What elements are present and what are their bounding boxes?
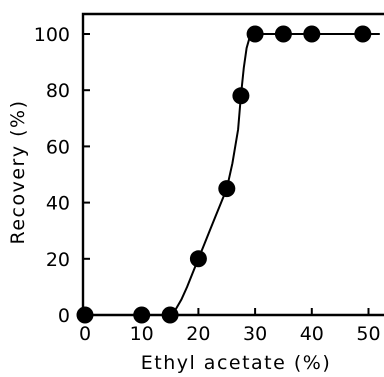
- x-tick-label: 30: [243, 323, 267, 345]
- y-tick-label: 60: [46, 136, 70, 158]
- y-tick-label: 100: [34, 24, 70, 46]
- data-point: [218, 180, 236, 198]
- x-axis-label: Ethyl acetate (%): [141, 352, 332, 374]
- axis-ticks: [83, 33, 370, 316]
- y-tick-label: 40: [46, 193, 70, 215]
- x-tick-label: 40: [300, 323, 324, 345]
- fitted-curve: [85, 33, 380, 316]
- data-point: [246, 25, 264, 43]
- y-tick-labels: 0 20 40 60 80 100: [34, 24, 70, 327]
- x-tick-labels: 0 10 20 30 40 50: [79, 323, 381, 345]
- x-tick-label: 20: [186, 323, 210, 345]
- y-tick-label: 20: [46, 249, 70, 271]
- data-point: [274, 25, 292, 43]
- y-tick-label: 80: [46, 80, 70, 102]
- data-point: [161, 306, 179, 324]
- data-point: [189, 250, 207, 268]
- x-tick-label: 0: [79, 323, 91, 345]
- data-point: [76, 306, 94, 324]
- y-axis-label: Recovery (%): [7, 99, 29, 244]
- y-tick-label: 0: [58, 305, 70, 327]
- data-point: [303, 25, 321, 43]
- plot-axes: [81, 12, 384, 317]
- data-point: [133, 306, 151, 324]
- plot-frame: [81, 12, 384, 315]
- data-points: [76, 25, 372, 324]
- data-point: [354, 25, 372, 43]
- x-tick-label: 50: [356, 323, 380, 345]
- x-tick-label: 10: [130, 323, 154, 345]
- data-point: [232, 87, 250, 105]
